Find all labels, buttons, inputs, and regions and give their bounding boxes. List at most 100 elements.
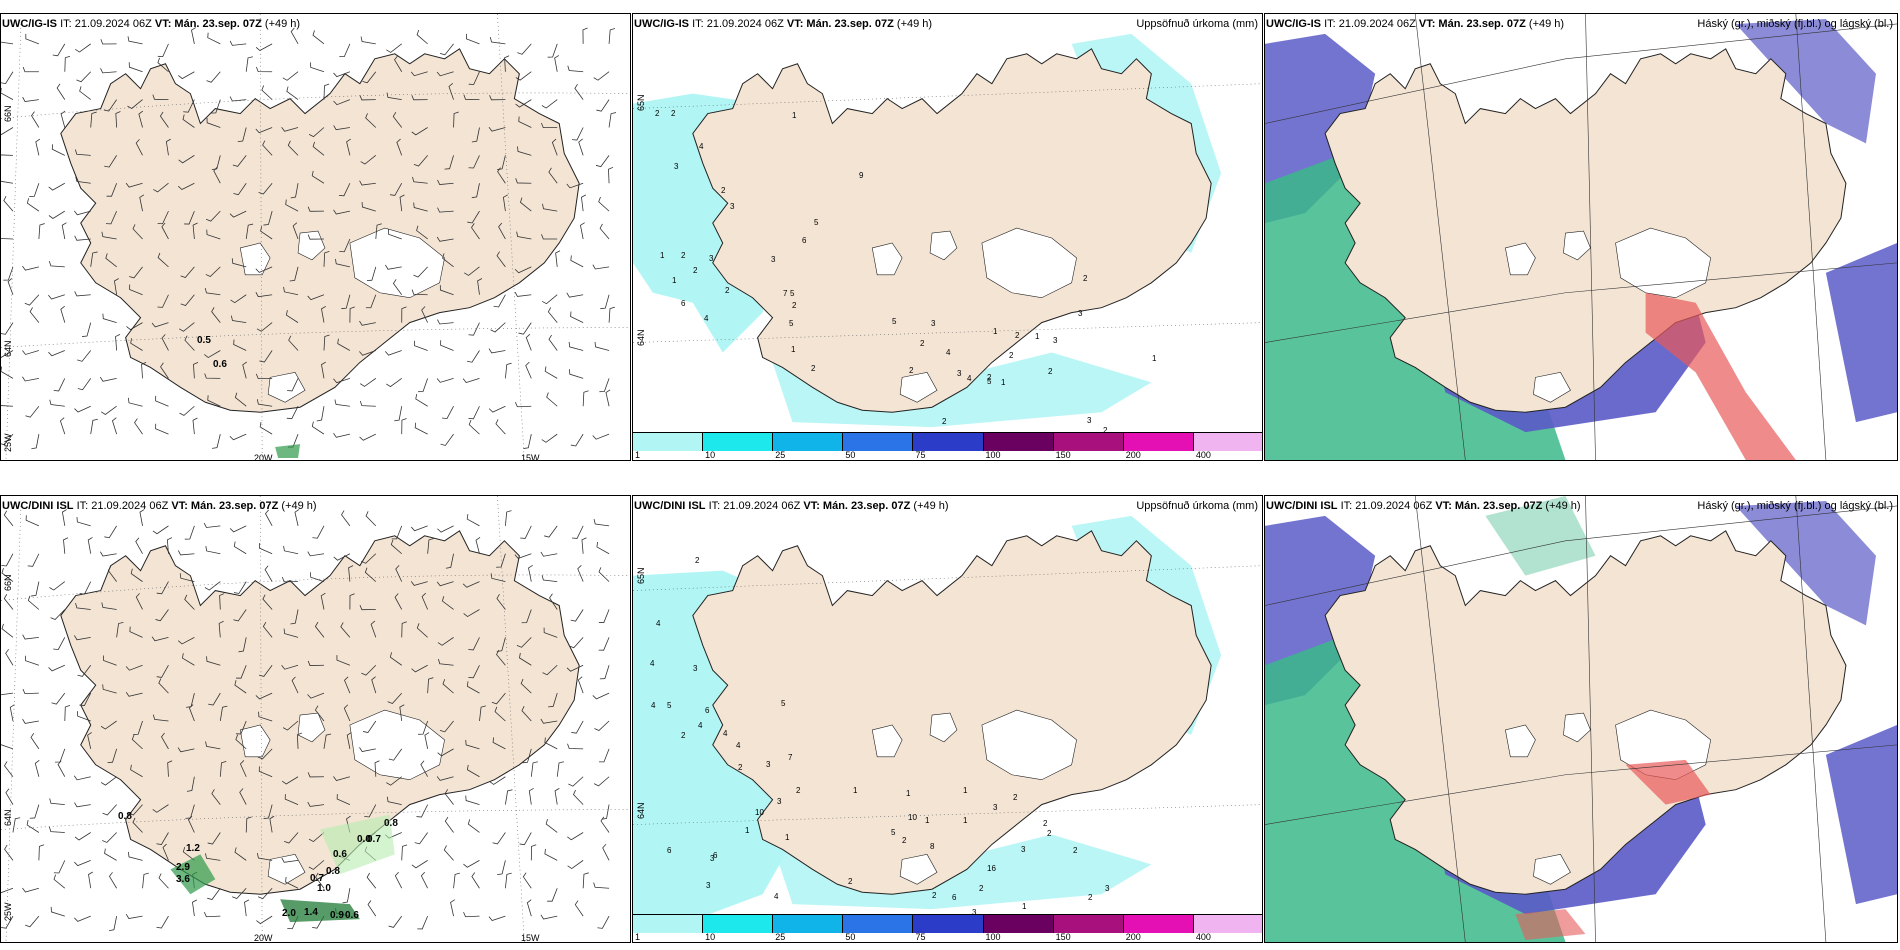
wind-barb xyxy=(74,635,91,641)
wind-barb xyxy=(25,915,40,928)
wind-barb xyxy=(359,180,376,186)
iceland-map xyxy=(1265,14,1897,460)
wind-barb xyxy=(108,872,117,889)
wind-barb xyxy=(593,71,610,81)
wind-barb xyxy=(359,320,376,326)
wind-barb xyxy=(179,573,195,583)
wind-barb xyxy=(167,760,173,777)
wind-barb xyxy=(75,603,91,610)
wind-barb xyxy=(315,872,325,889)
wind-barb xyxy=(490,322,506,333)
wind-barb xyxy=(568,341,584,351)
wind-barb xyxy=(598,637,610,651)
precip-number: 1 xyxy=(660,251,665,260)
wind-barb xyxy=(27,595,40,610)
wind-barb xyxy=(258,766,273,778)
wind-barb xyxy=(580,222,585,240)
wind-barb xyxy=(25,655,40,666)
wind-barb xyxy=(55,748,66,763)
wind-barb xyxy=(395,565,403,582)
wind-barb xyxy=(323,250,330,267)
wind-barb xyxy=(3,266,14,281)
lat-label-65n: 65N xyxy=(636,94,646,111)
precip-number: 1 xyxy=(853,786,858,795)
wind-barb xyxy=(255,43,273,52)
panel-header: UWC/IG-IS IT: 21.09.2024 06Z VT: Mán. 23… xyxy=(2,18,301,30)
high-cloud xyxy=(1515,909,1586,941)
wind-barb xyxy=(262,594,273,610)
precip-number: 3 xyxy=(957,369,962,378)
wind-barb xyxy=(374,760,380,777)
wind-barb xyxy=(57,760,66,777)
wind-barb xyxy=(516,231,532,240)
wind-barb xyxy=(394,871,403,889)
wind-barb xyxy=(593,519,610,527)
glacier xyxy=(297,712,326,743)
wind-barb xyxy=(207,395,221,407)
wind-barb xyxy=(1,405,13,407)
wind-barb xyxy=(35,138,41,156)
wind-barb xyxy=(51,692,66,705)
wind-barb xyxy=(541,122,558,128)
wind-barb xyxy=(308,860,325,870)
panel-header: UWC/IG-IS IT: 21.09.2024 06Z VT: Mán. 23… xyxy=(1266,18,1565,30)
wind-barb xyxy=(440,340,454,351)
wind-barb xyxy=(53,378,66,392)
wind-barb xyxy=(488,915,506,921)
wind-barb xyxy=(366,266,377,282)
wind-barb xyxy=(420,871,428,889)
wind-barb xyxy=(445,553,454,569)
iceland-map xyxy=(1,14,630,460)
wind-barb xyxy=(107,748,118,764)
wind-barb xyxy=(547,888,558,902)
wind-barb xyxy=(341,510,351,527)
wind-barb xyxy=(125,182,143,188)
wind-barb xyxy=(581,194,587,212)
wind-barb xyxy=(548,167,558,184)
wind-barb xyxy=(543,627,558,638)
colorbar-swatch xyxy=(633,433,704,451)
wind-barb xyxy=(130,568,143,582)
colorbar-tick-label: 400 xyxy=(1195,450,1211,460)
wind-barb xyxy=(30,733,40,750)
wind-barb xyxy=(571,720,584,734)
wind-barb xyxy=(546,392,558,407)
wind-barb xyxy=(152,714,169,722)
wind-barb xyxy=(129,626,143,638)
wind-barb xyxy=(416,225,428,240)
wind-barb xyxy=(566,292,584,298)
wind-barb xyxy=(290,27,299,45)
map-panel-wind-dini: UWC/DINI ISL IT: 21.09.2024 06Z VT: Mán.… xyxy=(0,495,631,943)
wind-barb xyxy=(238,637,247,653)
wind-barb xyxy=(312,30,325,45)
lon-label-15w: 15W xyxy=(521,933,540,943)
wind-barb xyxy=(389,183,403,196)
wind-barb xyxy=(525,361,532,379)
wind-barb xyxy=(464,266,480,276)
wind-barb xyxy=(25,405,40,418)
precip-number: 3 xyxy=(674,162,679,171)
precip-number: 3 xyxy=(1105,884,1110,893)
wind-barb xyxy=(53,637,66,651)
wind-barb xyxy=(1,71,14,85)
precip-number: 3 xyxy=(771,255,776,264)
iceland-landmass xyxy=(692,530,1212,895)
glacier xyxy=(1563,712,1591,743)
wind-barb xyxy=(100,776,117,786)
precip-number: 1 xyxy=(1022,902,1027,911)
wind-barb xyxy=(349,306,355,323)
lat-lon-grid xyxy=(1,14,630,460)
wind-value: 0.9 xyxy=(330,910,344,921)
wind-barb xyxy=(541,575,558,583)
wind-barb xyxy=(1,433,14,446)
wind-barb xyxy=(287,378,299,392)
wind-barb xyxy=(291,676,299,694)
colorbar-tick-label: 100 xyxy=(985,932,1001,942)
wind-barb xyxy=(401,306,407,323)
wind-barb xyxy=(386,43,402,53)
wind-barb xyxy=(25,515,40,527)
wind-barb xyxy=(151,636,169,642)
precip-number: 1 xyxy=(1152,354,1157,363)
wind-barb xyxy=(285,199,299,212)
lat-lon-grid xyxy=(1265,496,1897,942)
